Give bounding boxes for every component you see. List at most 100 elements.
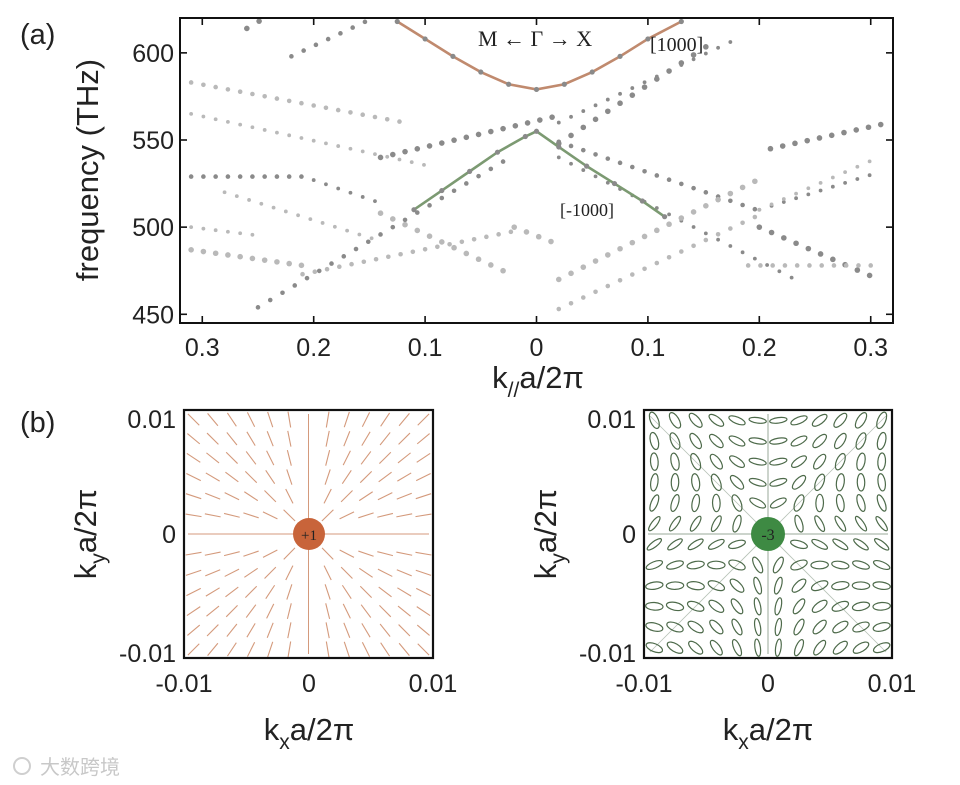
band-point [237, 174, 243, 179]
polarization-ellipse [731, 618, 743, 636]
band-point [768, 229, 775, 236]
polarization-segment [361, 412, 371, 428]
band-point [475, 131, 482, 138]
polarization-segment [226, 412, 237, 427]
polarization-ellipse [729, 474, 745, 490]
x-axis-label-right: kxa/2π [723, 712, 813, 754]
y-tick-mid: 0 [162, 521, 176, 549]
y-tick-label: 550 [132, 127, 174, 155]
band-point [238, 231, 243, 236]
band-point [286, 174, 292, 179]
band-point [770, 263, 775, 268]
polarization-segment [360, 604, 372, 618]
polarization-ellipse [709, 639, 723, 656]
polarization-segment [396, 551, 413, 556]
band-point [250, 174, 255, 179]
polarization-ellipse [749, 497, 767, 509]
polarization-segment [415, 513, 432, 518]
band-point [593, 103, 598, 108]
polarization-ellipse [670, 452, 680, 471]
band-point [296, 213, 300, 218]
band-point [213, 84, 218, 90]
band-point [362, 19, 368, 25]
polarization-ellipse [872, 601, 891, 611]
polarization-ellipse [813, 639, 827, 656]
polarization-segment [287, 641, 292, 658]
band-point [630, 86, 635, 90]
polarization-segment [417, 643, 430, 656]
band-point [311, 103, 316, 108]
polarization-ellipse [689, 515, 702, 532]
polarization-segment [185, 513, 202, 518]
charge-label-right: -3 [761, 527, 774, 544]
band-point [280, 290, 285, 296]
band-point [345, 228, 350, 233]
polarization-segment [340, 566, 353, 579]
band-point [679, 249, 684, 254]
polarization-ellipse [833, 432, 847, 450]
polarization-segment [325, 622, 330, 639]
direction-annotation: M ← Γ → X [478, 26, 592, 51]
polarization-segment [323, 565, 332, 581]
polarization-ellipse [688, 412, 703, 428]
highlight-band-line [413, 129, 666, 218]
band-point [414, 146, 421, 152]
band-point [222, 190, 227, 195]
band-point [409, 160, 414, 165]
band-point [357, 232, 362, 237]
band-point [767, 145, 774, 152]
band-point [188, 174, 194, 179]
polarization-segment [397, 452, 411, 464]
band-point [369, 236, 374, 241]
band-point [377, 210, 384, 216]
band-point [324, 141, 328, 146]
band-point [630, 164, 635, 170]
band-point [427, 203, 432, 208]
watermark-logo-icon [13, 757, 31, 775]
polarization-ellipse [748, 477, 767, 487]
band-point [629, 92, 636, 98]
polarization-ellipse [649, 452, 659, 471]
polarization-ellipse [832, 640, 848, 655]
plot-frame [179, 17, 894, 324]
highlight-band-point [617, 53, 623, 59]
band-point [262, 128, 267, 132]
band-point [752, 206, 758, 212]
polarization-ellipse [752, 556, 764, 574]
band-point [782, 263, 788, 268]
x-tick-right-right: 0.01 [868, 670, 917, 698]
highlight-band-point [662, 214, 668, 220]
band-point [642, 168, 647, 174]
band-point [666, 254, 672, 260]
band-point [256, 18, 262, 24]
polarization-segment [377, 492, 393, 501]
band-point [289, 54, 294, 59]
polarization-ellipse [831, 560, 850, 570]
polarization-segment [185, 493, 202, 500]
band-point [523, 229, 530, 235]
polarization-segment [206, 452, 220, 464]
polarization-segment [380, 412, 391, 427]
band-point [488, 128, 494, 135]
polarization-segment [398, 413, 410, 427]
vortex-minus-three-chart: -3 0.01 0 -0.01 -0.01 0 0.01 kxa/2π kya/… [528, 406, 916, 754]
band-point [350, 25, 355, 30]
polarization-ellipse [665, 581, 685, 591]
band-point [831, 263, 837, 268]
band-point [435, 244, 440, 250]
polarization-ellipse [877, 473, 887, 492]
band-point [422, 162, 426, 167]
highlight-band-point [584, 163, 590, 169]
polarization-ellipse [668, 412, 682, 429]
band-point [234, 194, 239, 199]
band-point [818, 188, 823, 193]
band-point [703, 237, 709, 243]
polarization-segment [361, 431, 371, 446]
polarization-ellipse [810, 580, 829, 592]
band-point [201, 174, 206, 179]
polarization-segment [396, 569, 412, 577]
band-point [666, 68, 672, 74]
polarization-ellipse [790, 435, 808, 447]
band-point [212, 250, 219, 257]
polarization-segment [287, 411, 292, 428]
